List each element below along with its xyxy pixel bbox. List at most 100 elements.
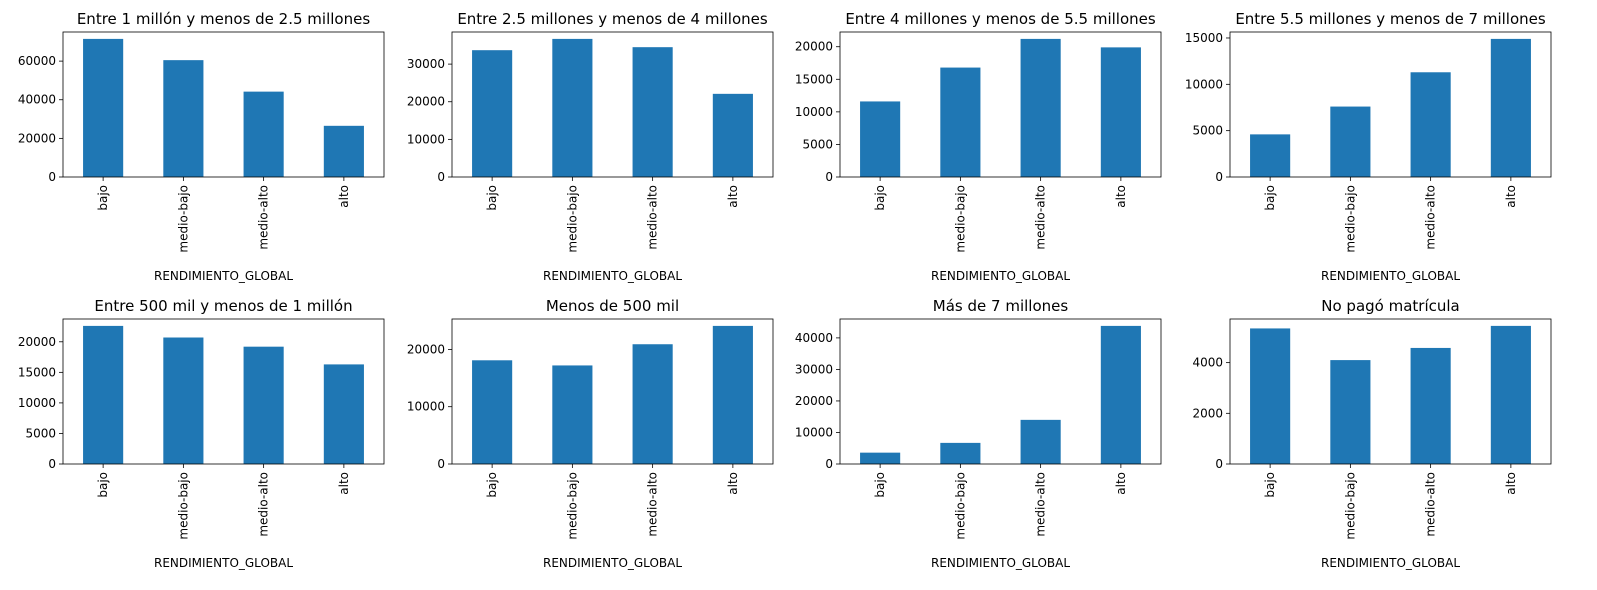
y-tick-label: 15000 bbox=[795, 72, 833, 86]
bar-medio-alto bbox=[632, 47, 673, 178]
subplot-title: Entre 4 millones y menos de 5.5 millones bbox=[845, 10, 1156, 28]
x-tick-label: bajo bbox=[485, 185, 499, 211]
x-axis-label: RENDIMIENTO_GLOBAL bbox=[543, 269, 682, 283]
bar-bajo bbox=[83, 325, 124, 464]
x-tick-label: medio-bajo bbox=[1343, 472, 1357, 540]
bar-medio-alto bbox=[1410, 347, 1451, 464]
y-tick-label: 0 bbox=[825, 457, 833, 471]
y-tick-label: 0 bbox=[1215, 457, 1223, 471]
bar-alto bbox=[323, 125, 364, 177]
bar-bajo bbox=[83, 38, 124, 178]
y-tick-label: 40000 bbox=[795, 331, 833, 345]
y-tick-label: 10000 bbox=[18, 396, 56, 410]
bar-medio-bajo bbox=[163, 337, 204, 464]
axes-frame bbox=[1229, 31, 1552, 178]
y-tick-label: 10000 bbox=[407, 400, 445, 414]
subplot-7: bajo medio-bajo medio-alto alto 0 2000 4000 No … bbox=[1192, 297, 1552, 570]
x-axis-label: RENDIMIENTO_GLOBAL bbox=[154, 269, 293, 283]
x-tick-label: medio-alto bbox=[646, 472, 660, 537]
bar-medio-alto bbox=[1410, 72, 1451, 177]
y-tick-label: 10000 bbox=[407, 132, 445, 146]
y-tick-label: 0 bbox=[48, 457, 56, 471]
bar-medio-alto bbox=[243, 346, 284, 464]
y-tick-label: 0 bbox=[437, 457, 445, 471]
y-tick-label: 0 bbox=[1215, 170, 1223, 184]
x-tick-label: bajo bbox=[1263, 472, 1277, 498]
x-tick-label: medio-alto bbox=[257, 472, 271, 537]
bar-medio-alto bbox=[1020, 38, 1061, 178]
y-tick-label: 2000 bbox=[1192, 406, 1223, 420]
y-tick-label: 0 bbox=[48, 170, 56, 184]
subplot-title: Entre 1 millón y menos de 2.5 millones bbox=[77, 10, 370, 28]
subplot-1: bajo medio-bajo medio-alto alto 0 10000 20000 3… bbox=[407, 10, 774, 283]
subplot-4: bajo medio-bajo medio-alto alto 0 5000 10000 15… bbox=[18, 297, 385, 570]
bar-alto bbox=[1100, 47, 1141, 178]
subplot-title: Menos de 500 mil bbox=[546, 297, 679, 315]
y-tick-label: 20000 bbox=[18, 335, 56, 349]
y-tick-label: 15000 bbox=[18, 365, 56, 379]
y-tick-label: 10000 bbox=[795, 425, 833, 439]
axes-frame bbox=[1229, 318, 1552, 465]
subplot-0: bajo medio-bajo medio-alto alto 0 20000 40000 6… bbox=[18, 10, 385, 283]
bar-alto bbox=[712, 93, 753, 177]
subplot-title: Entre 500 mil y menos de 1 millón bbox=[94, 297, 352, 315]
bar-bajo bbox=[472, 360, 513, 464]
x-tick-label: alto bbox=[337, 185, 351, 208]
bar-medio-alto bbox=[1020, 419, 1061, 464]
x-tick-label: medio-bajo bbox=[953, 472, 967, 540]
y-tick-label: 20000 bbox=[795, 40, 833, 54]
x-tick-label: bajo bbox=[96, 472, 110, 498]
y-tick-label: 60000 bbox=[18, 54, 56, 68]
axes-frame bbox=[62, 318, 385, 465]
axes-frame bbox=[451, 318, 774, 465]
bar-bajo bbox=[1250, 134, 1291, 177]
x-tick-label: alto bbox=[337, 472, 351, 495]
x-axis-label: RENDIMIENTO_GLOBAL bbox=[543, 556, 682, 570]
subplot-2: bajo medio-bajo medio-alto alto 0 5000 10000 15… bbox=[795, 10, 1162, 283]
x-tick-label: bajo bbox=[873, 472, 887, 498]
axes-frame bbox=[451, 31, 774, 178]
x-axis-label: RENDIMIENTO_GLOBAL bbox=[1321, 556, 1460, 570]
x-tick-label: medio-alto bbox=[1424, 185, 1438, 250]
x-tick-label: medio-bajo bbox=[176, 185, 190, 253]
bar-alto bbox=[1100, 325, 1141, 464]
bar-alto bbox=[1490, 38, 1531, 178]
x-tick-label: alto bbox=[1114, 472, 1128, 495]
x-tick-label: medio-bajo bbox=[953, 185, 967, 253]
x-tick-label: alto bbox=[1504, 185, 1518, 208]
bar-bajo bbox=[860, 452, 901, 464]
axes-frame bbox=[62, 31, 385, 178]
bar-medio-bajo bbox=[1330, 360, 1371, 464]
y-tick-label: 0 bbox=[825, 170, 833, 184]
bar-medio-bajo bbox=[1330, 106, 1371, 177]
x-tick-label: medio-bajo bbox=[1343, 185, 1357, 253]
subplot-3: bajo medio-bajo medio-alto alto 0 5000 10000 15… bbox=[1185, 10, 1552, 283]
y-tick-label: 5000 bbox=[25, 426, 56, 440]
y-tick-label: 20000 bbox=[407, 95, 445, 109]
bar-medio-bajo bbox=[552, 38, 593, 178]
y-tick-label: 30000 bbox=[795, 362, 833, 376]
y-tick-label: 5000 bbox=[1192, 124, 1223, 138]
bar-bajo bbox=[860, 101, 901, 177]
subplot-title: Entre 2.5 millones y menos de 4 millones bbox=[457, 10, 768, 28]
bar-medio-alto bbox=[632, 344, 673, 464]
x-tick-label: medio-alto bbox=[257, 185, 271, 250]
x-tick-label: bajo bbox=[873, 185, 887, 211]
x-axis-label: RENDIMIENTO_GLOBAL bbox=[931, 556, 1070, 570]
x-tick-label: alto bbox=[1504, 472, 1518, 495]
x-tick-label: medio-alto bbox=[646, 185, 660, 250]
x-tick-label: bajo bbox=[96, 185, 110, 211]
subplot-title: Entre 5.5 millones y menos de 7 millones bbox=[1235, 10, 1546, 28]
x-tick-label: bajo bbox=[485, 472, 499, 498]
x-tick-label: medio-bajo bbox=[176, 472, 190, 540]
x-tick-label: bajo bbox=[1263, 185, 1277, 211]
y-tick-label: 20000 bbox=[795, 394, 833, 408]
subplot-5: bajo medio-bajo medio-alto alto 0 10000 20000 M… bbox=[407, 297, 774, 570]
x-axis-label: RENDIMIENTO_GLOBAL bbox=[154, 556, 293, 570]
bar-alto bbox=[323, 364, 364, 464]
bar-bajo bbox=[472, 50, 513, 177]
y-tick-label: 0 bbox=[437, 170, 445, 184]
bar-medio-bajo bbox=[552, 365, 593, 464]
x-axis-label: RENDIMIENTO_GLOBAL bbox=[931, 269, 1070, 283]
axes-frame bbox=[839, 31, 1162, 178]
